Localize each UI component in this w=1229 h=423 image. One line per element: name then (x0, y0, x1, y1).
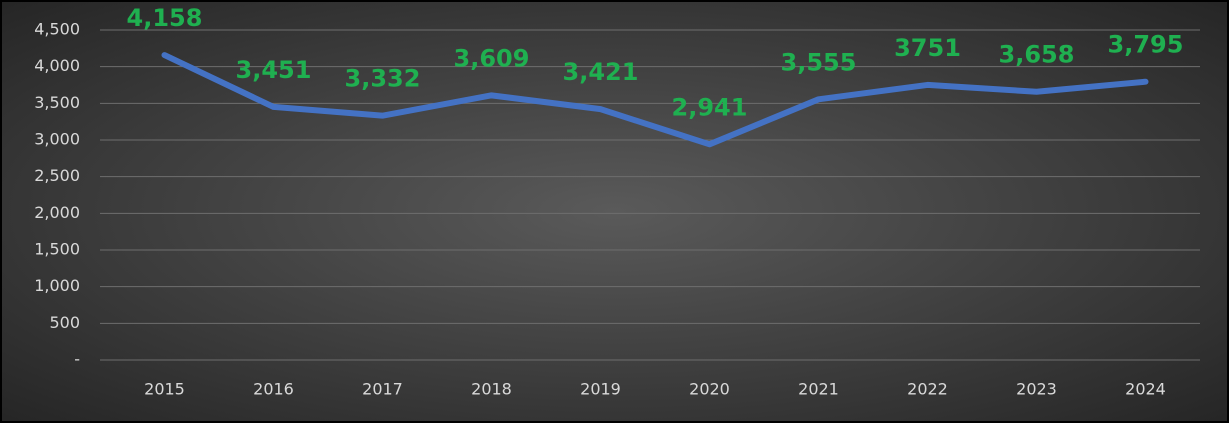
y-tick-label: 2,000 (34, 203, 80, 222)
x-tick-label: 2018 (471, 380, 512, 399)
y-tick-label: 500 (49, 313, 80, 332)
y-tick-label: 2,500 (34, 166, 80, 185)
y-tick-label: 1,500 (34, 240, 80, 259)
y-tick-label: 3,000 (34, 130, 80, 149)
x-tick-label: 2015 (144, 380, 185, 399)
data-label: 3,609 (454, 44, 530, 72)
data-label: 3,421 (563, 58, 639, 86)
data-label: 3,332 (345, 65, 421, 93)
data-label: 3,658 (999, 41, 1075, 69)
data-label: 2,941 (672, 93, 748, 121)
x-tick-label: 2016 (253, 380, 294, 399)
line (161, 52, 1149, 148)
y-tick-label: 4,500 (34, 20, 80, 39)
y-tick-label: 3,500 (34, 93, 80, 112)
y-tick-label: 1,000 (34, 276, 80, 295)
data-label: 3,555 (781, 48, 857, 76)
y-tick-label: 4,000 (34, 56, 80, 75)
y-tick-label: - (74, 350, 80, 369)
x-tick-label: 2020 (689, 380, 730, 399)
x-tick-label: 2024 (1125, 380, 1166, 399)
data-label: 3751 (894, 34, 961, 62)
x-tick-label: 2017 (362, 380, 403, 399)
data-label: 4,158 (127, 4, 203, 32)
x-tick-label: 2022 (907, 380, 948, 399)
x-tick-label: 2023 (1016, 380, 1057, 399)
x-tick-label: 2021 (798, 380, 839, 399)
data-label: 3,451 (236, 56, 312, 84)
x-tick-label: 2019 (580, 380, 621, 399)
data-label: 3,795 (1108, 31, 1184, 59)
